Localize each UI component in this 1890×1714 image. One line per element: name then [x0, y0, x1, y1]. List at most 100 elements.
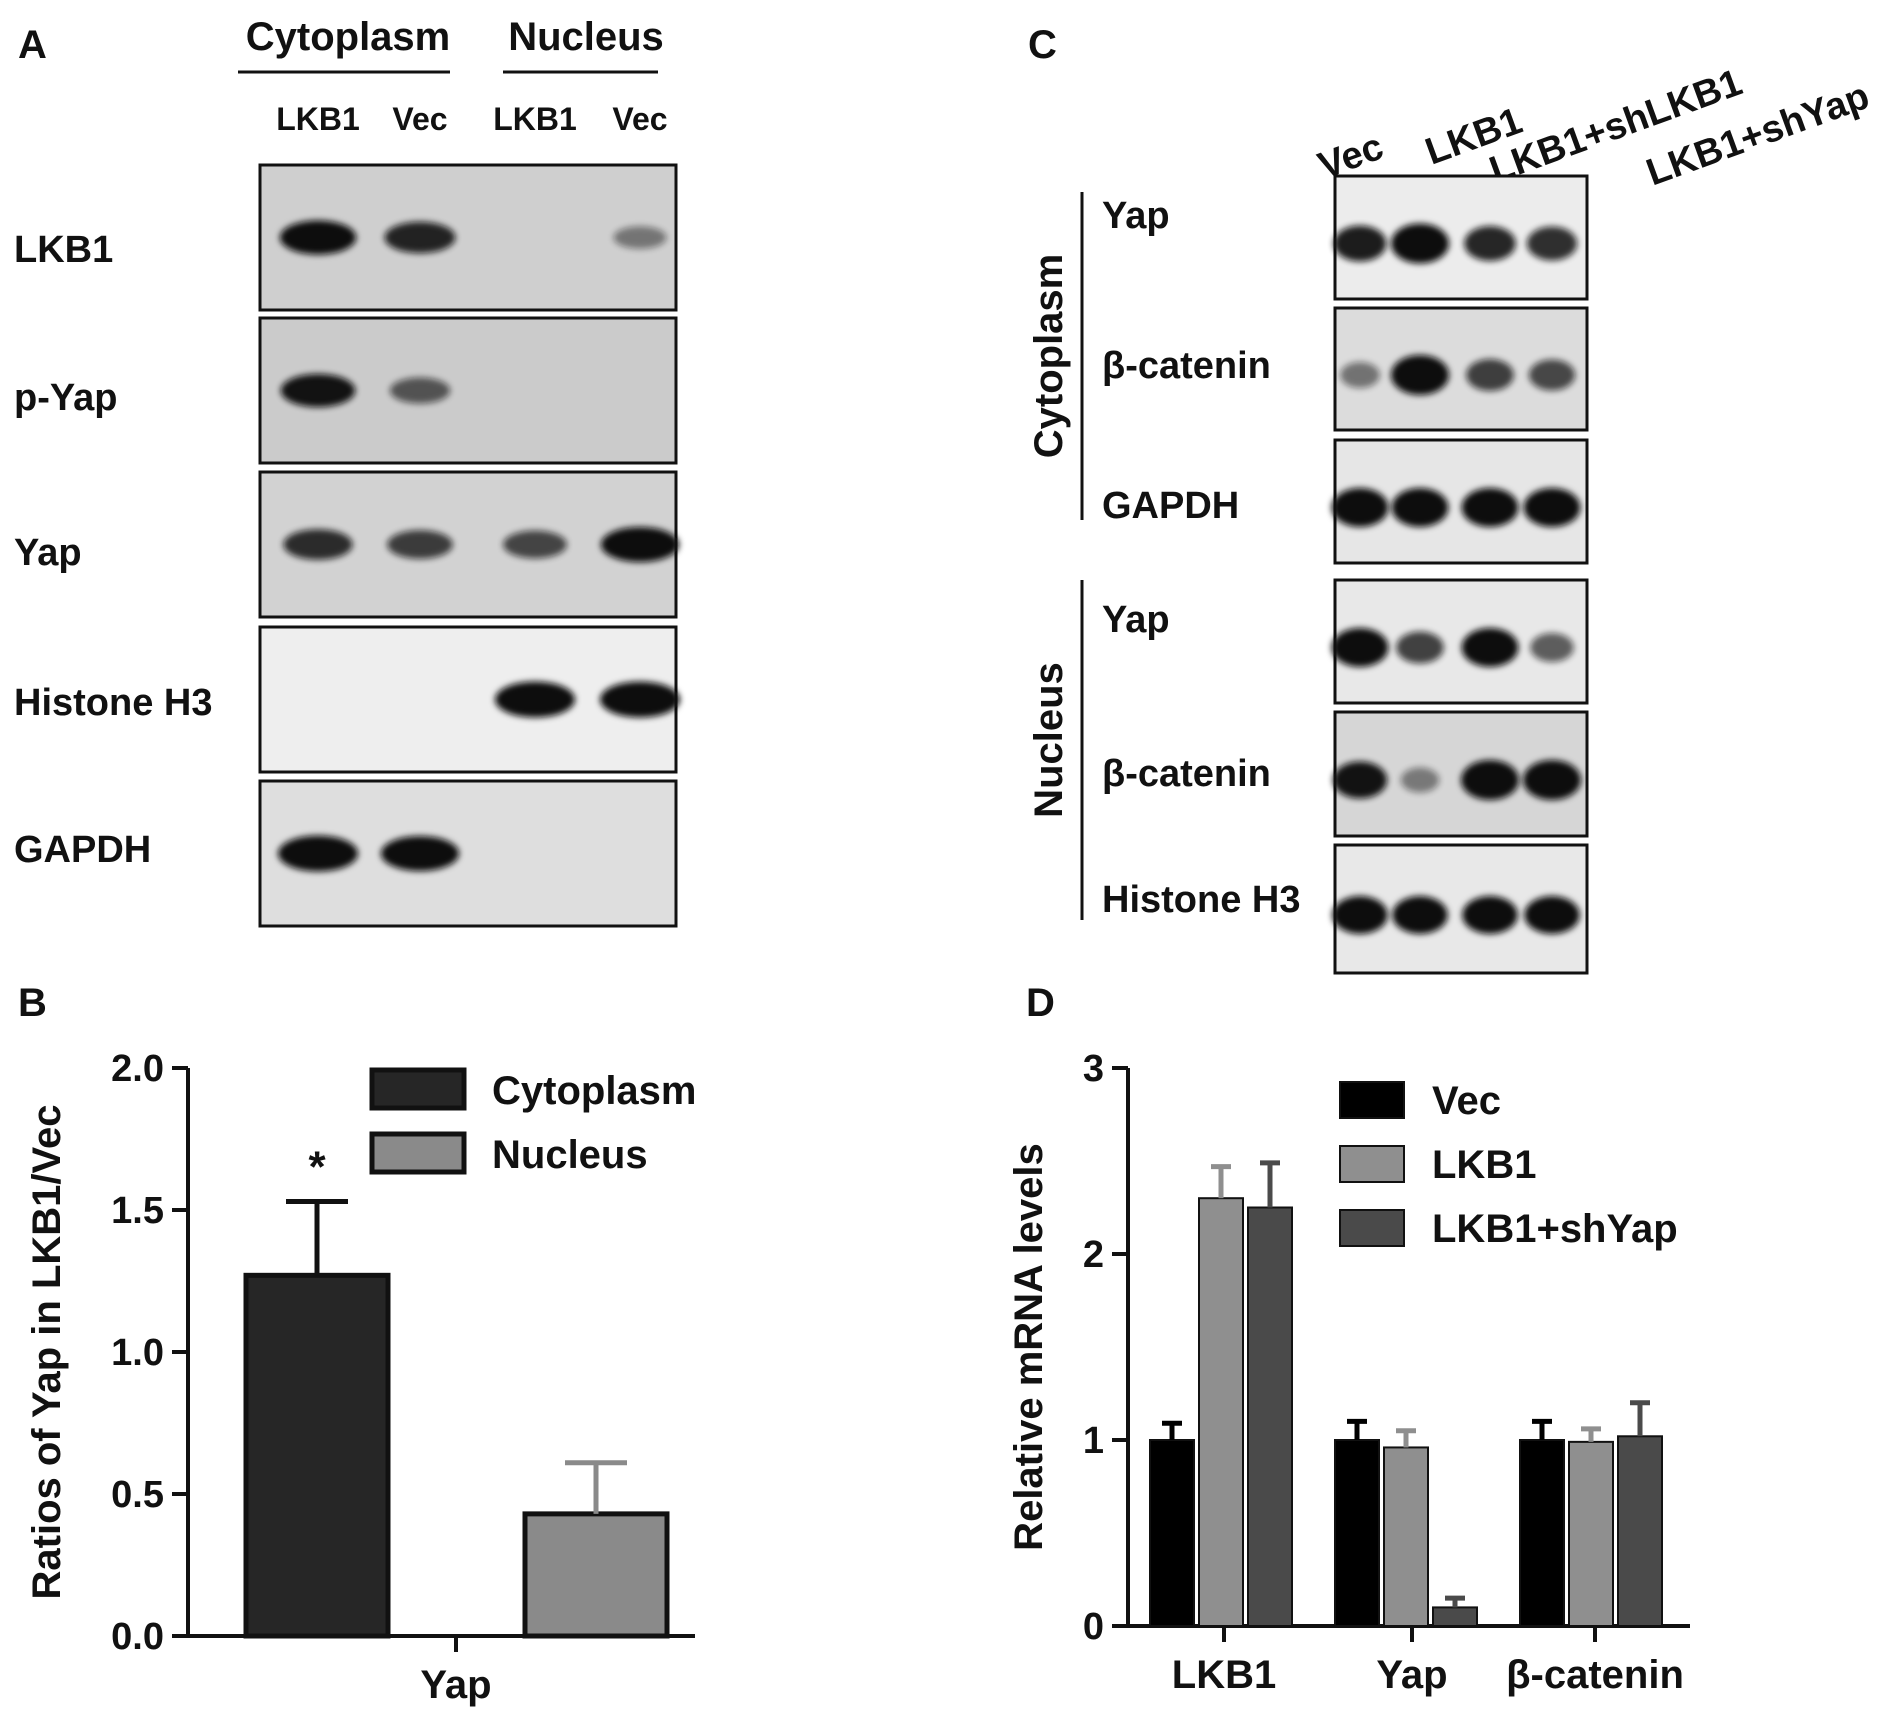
band: [1466, 359, 1514, 391]
chart-d: 0 1 2 3 Relative mRNA levels LKB1 Yap β-catenin…: [1007, 1048, 1690, 1697]
x-tick-label: β-catenin: [1506, 1653, 1684, 1697]
band: [1332, 896, 1388, 934]
band: [1524, 896, 1580, 934]
panel-a-blot-label: GAPDH: [14, 829, 151, 871]
panel-letter-a: A: [18, 23, 47, 67]
panel-a-blot-label: p-Yap: [14, 377, 117, 419]
legend-swatch: [369, 1067, 467, 1111]
legend-swatch: [1339, 1145, 1405, 1183]
band: [283, 529, 353, 560]
y-tick-label: 1.0: [111, 1332, 164, 1374]
bar: [1383, 1446, 1429, 1627]
bar: [1617, 1435, 1663, 1628]
band: [600, 681, 680, 718]
panel-a-lane-label: Vec: [392, 101, 447, 137]
y-axis-label: Relative mRNA levels: [1007, 1143, 1051, 1551]
panel-letter-c: C: [1028, 23, 1057, 67]
y-tick-label: 3: [1083, 1048, 1104, 1090]
bar: [1432, 1606, 1478, 1628]
panel-a-lane-label: Vec: [612, 101, 667, 137]
x-tick-label: Yap: [420, 1663, 491, 1707]
bar: [1247, 1206, 1293, 1627]
bar: [1149, 1439, 1195, 1627]
band: [1333, 225, 1387, 262]
panel-c-blot-label: GAPDH: [1102, 485, 1239, 527]
band: [384, 221, 456, 254]
band: [1391, 355, 1449, 395]
legend-swatch: [369, 1131, 467, 1175]
panel-a-blot-label: Yap: [14, 532, 82, 574]
band: [1391, 488, 1449, 527]
band: [600, 526, 680, 563]
legend-label: Cytoplasm: [492, 1069, 697, 1113]
panel-letter-b: B: [18, 981, 47, 1025]
band: [1340, 362, 1380, 388]
legend-swatch: [1339, 1209, 1405, 1247]
panel-a-blot-label: Histone H3: [14, 682, 212, 724]
y-axis-label: Ratios of Yap in LKB1/Vec: [25, 1105, 69, 1600]
band: [380, 835, 460, 872]
legend-swatch: [1339, 1081, 1405, 1119]
legend-label: Vec: [1432, 1079, 1501, 1123]
panel-a-lane-label: LKB1: [276, 101, 360, 137]
y-tick-label: 0.5: [111, 1474, 164, 1516]
significance-marker: *: [308, 1142, 326, 1191]
band: [1526, 226, 1578, 261]
y-tick-label: 0.0: [111, 1616, 164, 1658]
band: [613, 226, 667, 249]
chart-b: 0.0 0.5 1.0 1.5 2.0 Ratios of Yap in LKB1/Vec…: [25, 1048, 697, 1707]
band: [1400, 767, 1440, 793]
panel-a-blot-label: LKB1: [14, 229, 113, 271]
bar: [1198, 1197, 1244, 1627]
band: [1392, 896, 1448, 934]
y-tick-label: 2.0: [111, 1048, 164, 1090]
band: [389, 377, 451, 404]
legend-label: LKB1+shYap: [1432, 1207, 1678, 1251]
y-tick-label: 0: [1083, 1606, 1104, 1648]
band: [1530, 633, 1574, 662]
x-tick-label: Yap: [1376, 1653, 1447, 1697]
bar: [522, 1511, 670, 1639]
band: [1461, 628, 1519, 667]
panel-a-group-nucleus: Nucleus: [508, 15, 664, 59]
bar: [1568, 1440, 1614, 1627]
band: [495, 681, 575, 718]
x-tick-label: LKB1: [1172, 1653, 1276, 1697]
panel-a-lane-label: LKB1: [493, 101, 577, 137]
band: [1396, 631, 1444, 664]
y-tick-label: 1: [1083, 1420, 1104, 1462]
bar: [1334, 1439, 1380, 1627]
panel-c-section-label: Cytoplasm: [1027, 254, 1071, 459]
band: [1464, 226, 1516, 261]
band: [1523, 488, 1581, 527]
panel-c-blot-label: β-catenin: [1102, 753, 1271, 795]
band: [1461, 760, 1519, 800]
panel-a-group-cytoplasm: Cytoplasm: [246, 15, 451, 59]
band: [278, 835, 358, 872]
panel-c-section-label: Nucleus: [1027, 662, 1071, 818]
band: [1528, 359, 1576, 391]
band: [279, 220, 357, 255]
legend-label: LKB1: [1432, 1143, 1536, 1187]
panel-c-blot-label: Histone H3: [1102, 879, 1300, 921]
legend-label: Nucleus: [492, 1133, 648, 1177]
band: [1461, 488, 1519, 527]
band: [1462, 896, 1518, 934]
band: [503, 530, 567, 559]
bar: [243, 1272, 391, 1639]
band: [1332, 761, 1388, 799]
band: [1331, 488, 1389, 527]
bar: [1519, 1439, 1565, 1627]
band: [1331, 628, 1389, 667]
band: [387, 530, 453, 559]
panel-c-blot-label: Yap: [1102, 599, 1170, 641]
panel-letter-d: D: [1026, 981, 1055, 1025]
band: [1523, 760, 1581, 800]
panel-c-blot-label: β-catenin: [1102, 345, 1271, 387]
y-tick-label: 2: [1083, 1234, 1104, 1276]
band: [280, 373, 356, 408]
panel-c-blot-label: Yap: [1102, 195, 1170, 237]
y-tick-label: 1.5: [111, 1190, 164, 1232]
band: [1391, 223, 1449, 264]
